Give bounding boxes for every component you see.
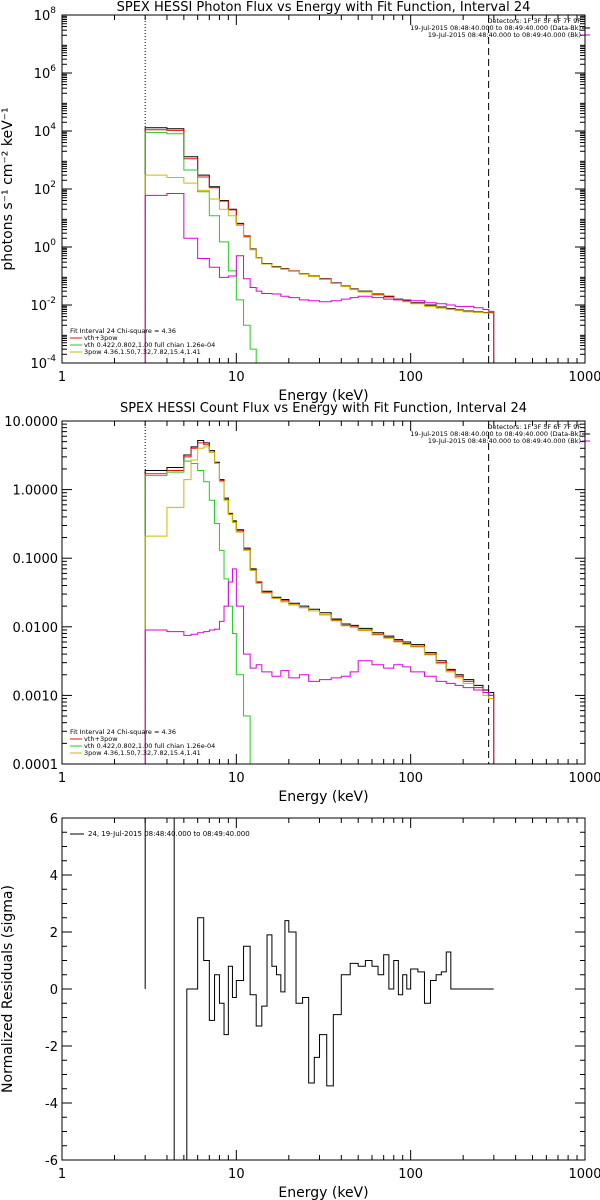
y-tick-label: 6 xyxy=(50,812,58,827)
y-tick-label: 10-2 xyxy=(30,296,56,314)
series-group xyxy=(144,818,494,1160)
x-axis-label: Energy (keV) xyxy=(278,388,368,404)
y-tick-base: 10 xyxy=(34,183,51,198)
series-group xyxy=(144,439,495,764)
y-tick-exponent: -2 xyxy=(47,296,56,306)
x-tick-label: 100 xyxy=(398,1167,423,1182)
x-axis-label: Energy (keV) xyxy=(278,789,368,805)
y-axis-label: Normalized Residuals (sigma) xyxy=(0,885,16,1093)
x-tick-label: 10 xyxy=(228,771,245,786)
annotation-bottom-left: vth 0.422,0.802,1.00 full chian 1.26e-04 xyxy=(84,742,215,750)
plot-frame xyxy=(61,420,586,765)
series-vth-comp xyxy=(144,131,262,363)
y-axis-label: photons s⁻¹ cm⁻² keV⁻¹ xyxy=(0,107,16,270)
annotation-bottom-left: vth+3pow xyxy=(84,334,118,342)
y-tick-exponent: 6 xyxy=(50,64,56,74)
series-data xyxy=(144,439,495,764)
y-tick-label: -2 xyxy=(45,1040,58,1055)
series-vth xyxy=(144,442,495,764)
series-residuals xyxy=(144,818,494,1160)
series-background xyxy=(144,192,495,363)
plot-frame xyxy=(61,817,586,1161)
x-tick-label: 10 xyxy=(228,370,245,385)
y-tick-base: 10 xyxy=(34,9,51,24)
x-tick-label: 1 xyxy=(58,1167,66,1182)
y-tick-base: 10 xyxy=(34,125,51,140)
annotation-top-right: 19-Jul-2015 08:48:40.000 to 08:49:40.000… xyxy=(428,31,581,39)
y-tick-exponent: 8 xyxy=(50,6,56,16)
y-tick-label: 10.0000 xyxy=(4,415,58,430)
panel-2: SPEX HESSI Count Flux vs Energy with Fit… xyxy=(4,401,600,805)
annotation-top-right: Detectors: 1F 3F 5F 6F 7F 9F xyxy=(487,423,581,431)
y-tick-label: 10-4 xyxy=(30,354,56,372)
annotation-bottom-left: Fit Interval 24 Chi-square = 4.36 xyxy=(70,728,176,736)
y-tick-label: 0 xyxy=(50,983,58,998)
plot-frame xyxy=(61,14,586,364)
y-tick-label: 104 xyxy=(34,122,57,140)
annotation-bottom-left: vth 0.422,0.802,1.00 full chian 1.26e-04 xyxy=(84,341,215,349)
annotation-top-right: 19-Jul-2015 08:48:40.000 to 08:49:40.000… xyxy=(410,430,581,438)
panel-3: 1 10 100 1000 Energy (keV) -6 -4 -2 0 2 4 6 Normaliz… xyxy=(0,812,600,1200)
y-tick-label: 108 xyxy=(34,6,57,24)
series-background xyxy=(144,568,495,764)
y-tick-exponent: -4 xyxy=(47,354,56,364)
y-tick-label: 4 xyxy=(50,869,58,884)
series-vth-comp xyxy=(144,460,256,764)
chart-title: SPEX HESSI Count Flux vs Energy with Fit… xyxy=(120,401,527,416)
annotation-top-right: 19-Jul-2015 08:48:40.000 to 08:49:40.000… xyxy=(428,437,581,445)
annotation-top-right: 19-Jul-2015 08:48:40.000 to 08:49:40.000… xyxy=(410,24,581,32)
y-tick-label: 0.0001 xyxy=(13,758,59,773)
x-tick-label: 1000 xyxy=(568,370,600,385)
y-tick-label: 100 xyxy=(34,238,57,256)
series-group xyxy=(144,127,495,363)
y-tick-base: 10 xyxy=(30,357,47,372)
y-tick-label: 102 xyxy=(34,180,56,198)
y-tick-exponent: 4 xyxy=(50,122,56,132)
panel-1: SPEX HESSI Photon Flux vs Energy with Fi… xyxy=(0,0,600,404)
y-tick-label: 106 xyxy=(34,64,57,82)
y-tick-exponent: 2 xyxy=(50,180,56,190)
y-tick-base: 10 xyxy=(34,241,51,256)
x-tick-label: 10 xyxy=(228,1167,245,1182)
x-tick-label: 1 xyxy=(58,370,66,385)
y-tick-label: 0.1000 xyxy=(13,552,59,567)
annotation-bottom-left: 3pow 4.36,1.50,7.32,7.82,15.4,1.41 xyxy=(84,348,201,356)
chart-title: SPEX HESSI Photon Flux vs Energy with Fi… xyxy=(117,0,531,15)
x-tick-label: 100 xyxy=(398,771,423,786)
y-tick-base: 10 xyxy=(34,67,51,82)
x-axis-label: Energy (keV) xyxy=(278,1185,368,1200)
annotation-bottom-left: Fit Interval 24 Chi-square = 4.36 xyxy=(70,327,176,335)
y-tick-label: 0.0010 xyxy=(13,689,59,704)
y-tick-label: 2 xyxy=(50,926,58,941)
y-tick-label: -6 xyxy=(45,1154,58,1169)
x-tick-label: 100 xyxy=(398,370,423,385)
y-tick-label: -4 xyxy=(45,1097,58,1112)
annotation-bottom-left: vth+3pow xyxy=(84,735,118,743)
y-tick-base: 10 xyxy=(30,299,47,314)
y-tick-label: 1.0000 xyxy=(13,484,59,499)
series-3pow xyxy=(144,446,495,764)
x-tick-label: 1000 xyxy=(568,1167,600,1182)
series-3pow xyxy=(144,174,495,363)
x-tick-label: 1000 xyxy=(568,771,600,786)
y-tick-exponent: 0 xyxy=(50,238,56,248)
annotation-bottom-left: 3pow 4.36,1.50,7.32,7.82,15.4,1.41 xyxy=(84,749,201,757)
y-tick-label: 0.0100 xyxy=(13,621,59,636)
annotation-top-right: Detectors: 1F 3F 5F 6F 7F 9F xyxy=(487,17,581,25)
legend-entry: 24, 19-Jul-2015 08:48:40.000 to 08:49:40… xyxy=(88,830,250,838)
x-tick-label: 1 xyxy=(58,771,66,786)
